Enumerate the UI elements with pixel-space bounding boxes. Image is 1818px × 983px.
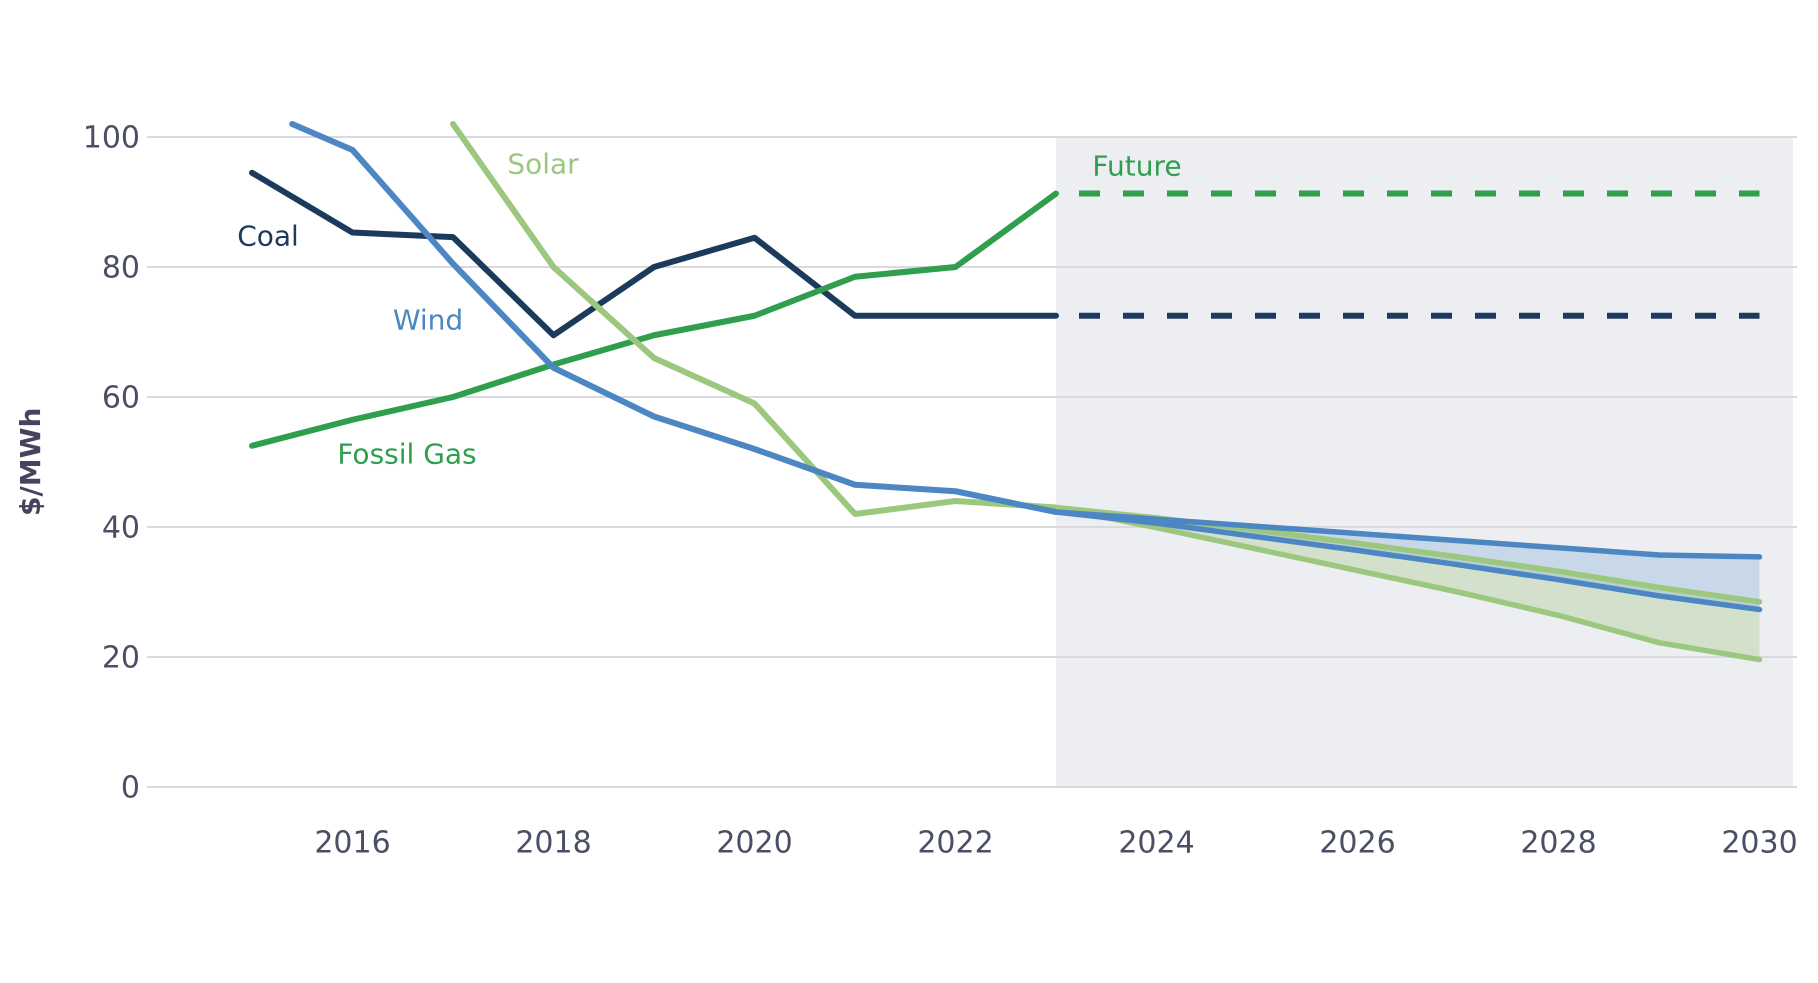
label-coal: Coal [237,220,299,253]
projection-bands-layer [1053,504,1763,663]
series-wind-line [289,121,1059,516]
x-tick-label-2016: 2016 [314,826,390,861]
series-coal-line [249,169,1059,339]
y-axis-title: $/MWh [14,408,47,516]
label-wind: Wind [393,304,463,337]
y-tick-label-20: 20 [102,641,140,676]
y-tick-label-40: 40 [102,511,140,546]
series-labels-layer: Coal Wind Solar Fossil Gas Future [237,148,1181,471]
x-tick-label-2020: 2020 [716,826,792,861]
series-fossil-gas-line [249,190,1059,449]
gridline-layer [147,136,1797,788]
y-tick-label-60: 60 [102,381,140,416]
x-tick-label-2024: 2024 [1118,826,1194,861]
wind-projection-range-upper-edge [1053,509,1763,560]
label-solar: Solar [507,148,579,181]
x-tick-label-2026: 2026 [1319,826,1395,861]
wind-projection-range-lower-edge [1053,509,1763,613]
x-axis-tick-labels: 2016 2018 2020 2022 2024 2026 2028 2030 [314,826,1797,861]
y-axis-tick-labels: 0 20 40 60 80 100 [83,121,140,806]
y-tick-label-80: 80 [102,251,140,286]
future-region-layer [1056,137,1793,787]
solar-projection-range-lower-edge [1053,504,1763,663]
y-tick-label-100: 100 [83,121,140,156]
label-future: Future [1092,150,1181,183]
x-tick-label-2018: 2018 [515,826,591,861]
label-fossil-gas: Fossil Gas [337,438,476,471]
y-tick-label-0: 0 [121,771,140,806]
x-tick-label-2030: 2030 [1721,826,1797,861]
series-solar-line [450,121,1059,517]
future-region-rect [1056,137,1793,787]
series-lines-layer [249,121,1760,517]
x-tick-label-2028: 2028 [1520,826,1596,861]
x-tick-label-2022: 2022 [917,826,993,861]
